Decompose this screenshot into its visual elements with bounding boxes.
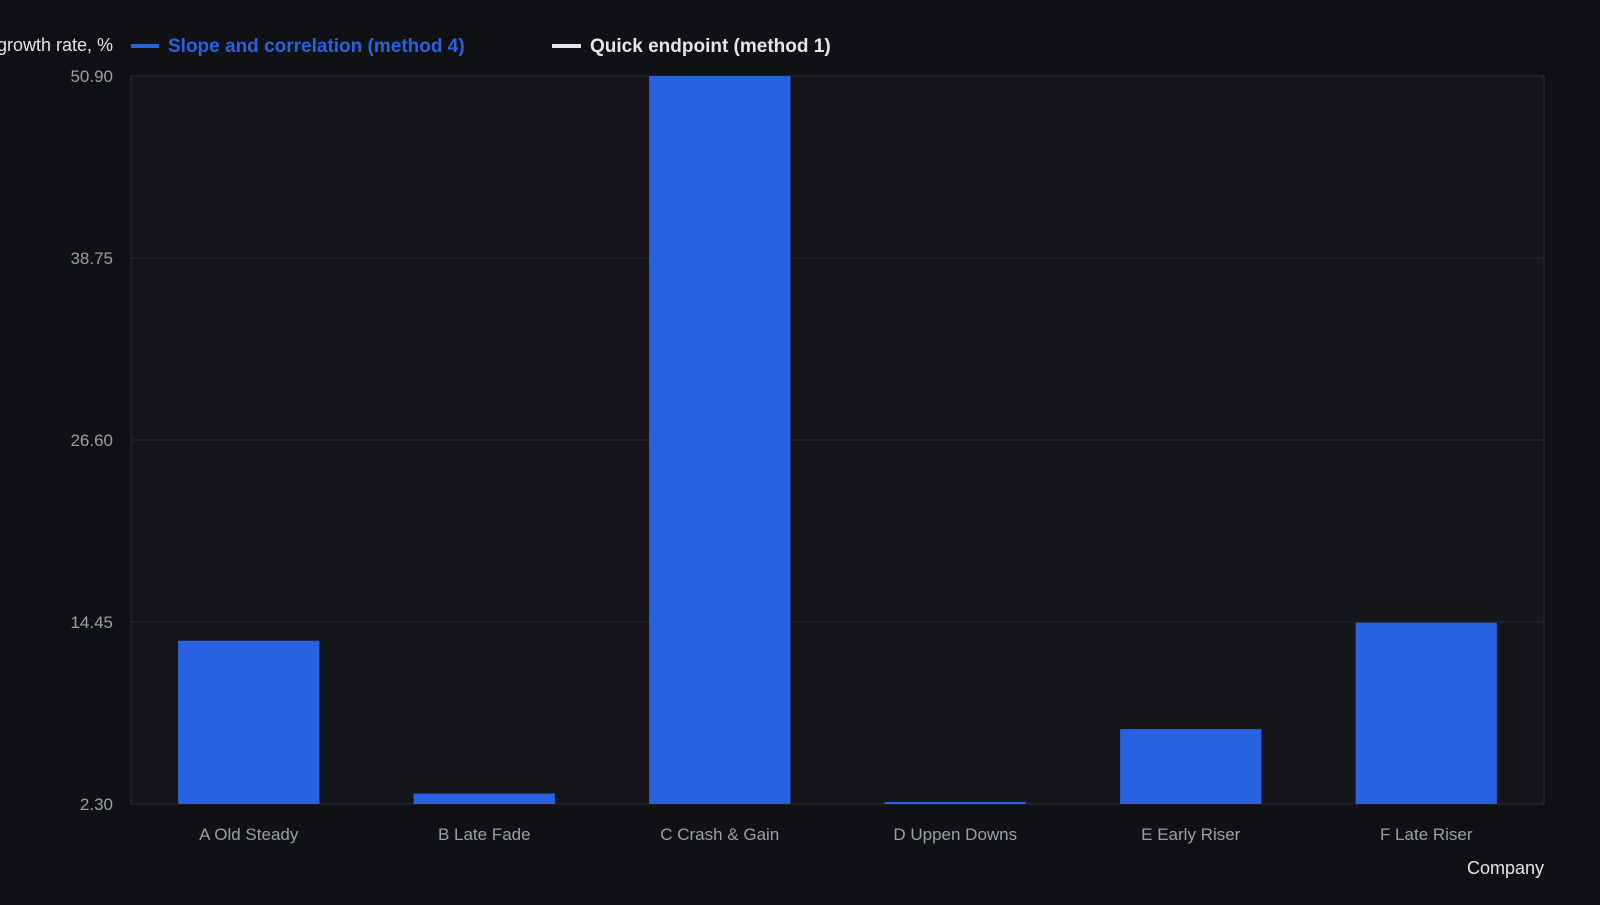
x-tick-label: A Old Steady [199,825,299,844]
bar[interactable] [1120,729,1262,804]
x-tick-label: C Crash & Gain [660,825,779,844]
legend: Slope and correlation (method 4) Quick e… [131,36,831,57]
grid [131,257,1544,623]
x-axis-ticks: A Old Steady B Late Fade C Crash & Gain D U… [199,825,1473,844]
y-axis-ticks: 2.30 14.45 26.60 38.75 50.90 [70,67,113,814]
y-axis-label: Annual growth rate, % [0,35,113,55]
legend-item-method-1[interactable]: Quick endpoint (method 1) [552,36,831,57]
x-tick-label: F Late Riser [1380,825,1473,844]
x-tick-label: B Late Fade [438,825,531,844]
y-tick-label: 38.75 [70,249,113,268]
bar[interactable] [413,793,555,804]
y-tick-label: 50.90 [70,67,113,86]
y-tick-label: 2.30 [80,795,113,814]
bars [178,76,1497,804]
legend-label-method-1: Quick endpoint (method 1) [590,36,831,57]
x-tick-label: D Uppen Downs [893,825,1017,844]
bar[interactable] [884,802,1026,804]
legend-label-method-4: Slope and correlation (method 4) [168,36,465,57]
bar[interactable] [649,76,791,804]
bar[interactable] [178,640,320,804]
legend-item-method-4[interactable]: Slope and correlation (method 4) [131,36,465,57]
y-tick-label: 26.60 [70,431,113,450]
x-axis-label: Company [1467,858,1544,878]
x-tick-label: E Early Riser [1141,825,1241,844]
bar[interactable] [1355,622,1497,804]
y-tick-label: 14.45 [70,613,113,632]
